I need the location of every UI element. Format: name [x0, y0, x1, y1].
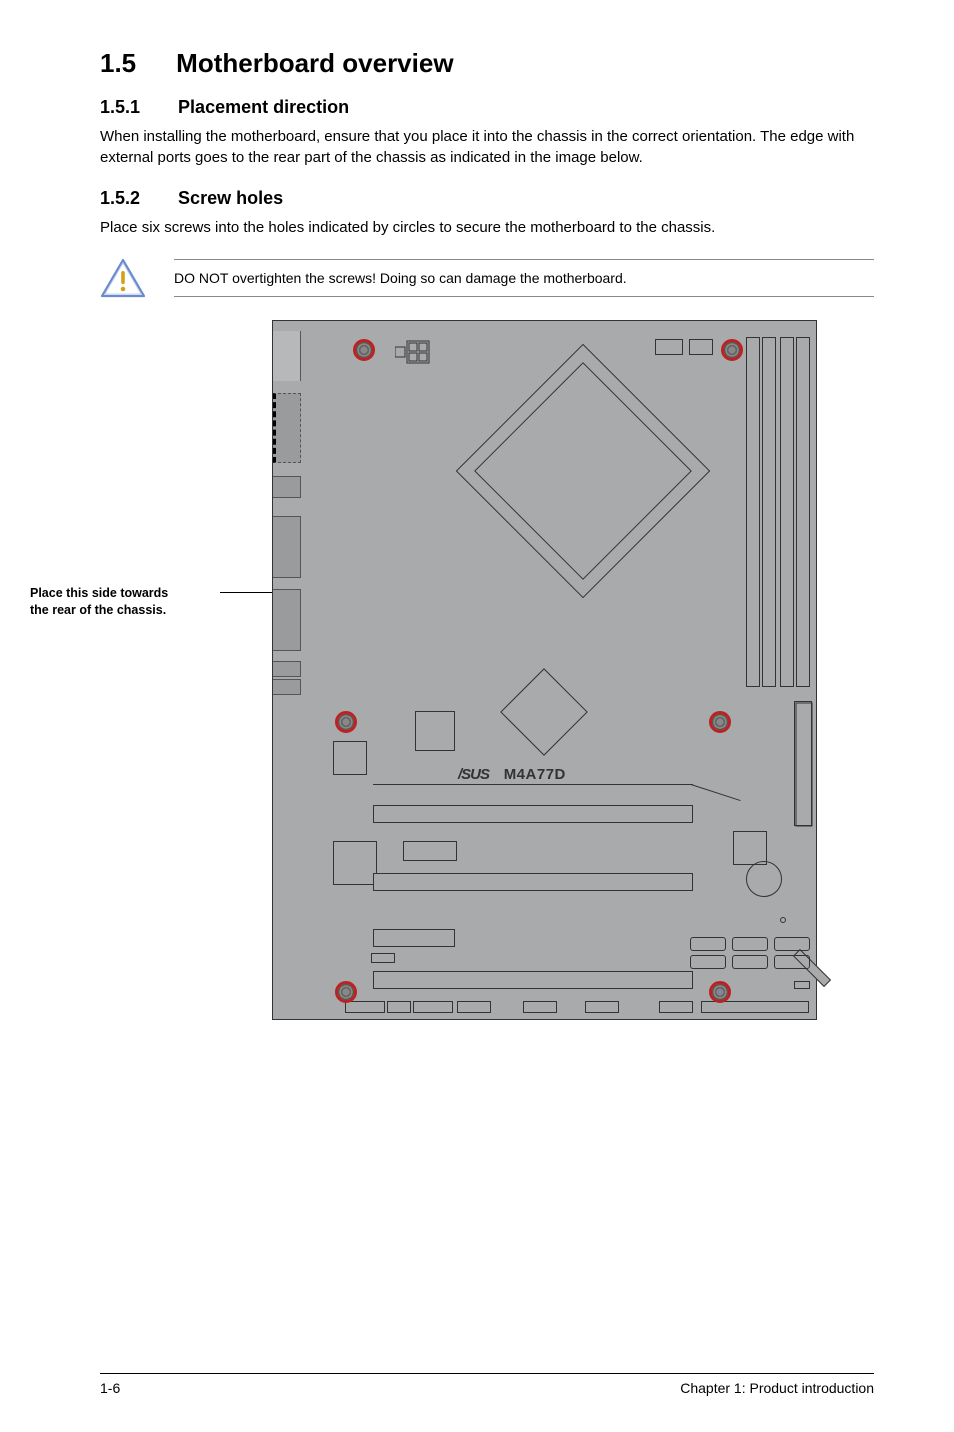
dimm-slot [746, 337, 760, 687]
front-panel-header [387, 1001, 411, 1013]
screw-hole [709, 711, 731, 733]
pci-slot [373, 873, 693, 891]
front-panel-header [345, 1001, 385, 1013]
warning-icon [100, 258, 146, 298]
callout-leader-line [220, 592, 272, 593]
jumper [371, 953, 395, 963]
motherboard-outline: /SUS M4A77D [272, 320, 817, 1020]
cpu-socket [456, 344, 711, 599]
chip [333, 841, 377, 885]
pcie-x16-slot [373, 805, 693, 823]
asus-logo: /SUS [458, 766, 489, 783]
subsection-title: Screw holes [178, 188, 283, 209]
io-port-block [273, 393, 301, 463]
rear-label-line1: Place this side towards [30, 586, 168, 600]
sata-port [732, 955, 768, 969]
northbridge-chip [500, 668, 588, 756]
subsection-title: Placement direction [178, 97, 349, 118]
screw-hole [353, 339, 375, 361]
usb-header [659, 1001, 693, 1013]
section-number: 1.5 [100, 48, 136, 79]
chip [733, 831, 767, 865]
pcie-x1-slot [373, 929, 455, 947]
io-port-block [273, 516, 301, 578]
dimm-slot [796, 337, 810, 687]
sata-port [690, 955, 726, 969]
section-1-5-2-heading: 1.5.2 Screw holes [100, 188, 874, 209]
screw-hole [709, 981, 731, 1003]
sata-port [732, 937, 768, 951]
page-number: 1-6 [100, 1380, 120, 1396]
chip [333, 741, 367, 775]
io-port-block [273, 589, 301, 651]
usb-header [523, 1001, 557, 1013]
cmos-battery [746, 861, 782, 897]
screw-hole [721, 339, 743, 361]
divider-line [691, 784, 741, 801]
section-1-5-1-heading: 1.5.1 Placement direction [100, 97, 874, 118]
board-model-label: /SUS M4A77D [458, 766, 566, 783]
pci-slot [373, 971, 693, 989]
motherboard-diagram: Place this side towards the rear of the … [100, 320, 874, 1040]
screw-hole [335, 711, 357, 733]
sata-port [774, 937, 810, 951]
chip [415, 711, 455, 751]
section-1-5-2-body: Place six screws into the holes indicate… [100, 217, 874, 238]
warning-text: DO NOT overtighten the screws! Doing so … [174, 259, 874, 297]
section-title: Motherboard overview [176, 48, 453, 79]
header [794, 981, 810, 989]
section-1-5-heading: 1.5 Motherboard overview [100, 48, 874, 79]
dimm-slot [762, 337, 776, 687]
section-1-5-1-body: When installing the motherboard, ensure … [100, 126, 874, 168]
sata-port [774, 955, 810, 969]
atx12v-connector [395, 339, 431, 369]
io-port-block [273, 679, 301, 695]
front-panel-header [457, 1001, 491, 1013]
fan-header [655, 339, 683, 355]
divider-line [373, 784, 693, 785]
model-number: M4A77D [504, 766, 566, 783]
chip [403, 841, 457, 861]
fan-header [689, 339, 713, 355]
io-port-block [273, 331, 301, 381]
atx-power-connector [794, 701, 812, 826]
front-panel-header [413, 1001, 453, 1013]
usb-header [585, 1001, 619, 1013]
subsection-number: 1.5.2 [100, 188, 140, 209]
dimm-slot [780, 337, 794, 687]
screw-hole [335, 981, 357, 1003]
chapter-label: Chapter 1: Product introduction [680, 1380, 874, 1396]
warning-callout: DO NOT overtighten the screws! Doing so … [100, 258, 874, 298]
io-port-block [273, 476, 301, 498]
page-footer: 1-6 Chapter 1: Product introduction [100, 1373, 874, 1396]
rear-label-line2: the rear of the chassis. [30, 603, 166, 617]
standoff-hole [780, 917, 786, 923]
subsection-number: 1.5.1 [100, 97, 140, 118]
rear-side-label: Place this side towards the rear of the … [30, 585, 220, 619]
sata-port [690, 937, 726, 951]
io-port-block [273, 661, 301, 677]
